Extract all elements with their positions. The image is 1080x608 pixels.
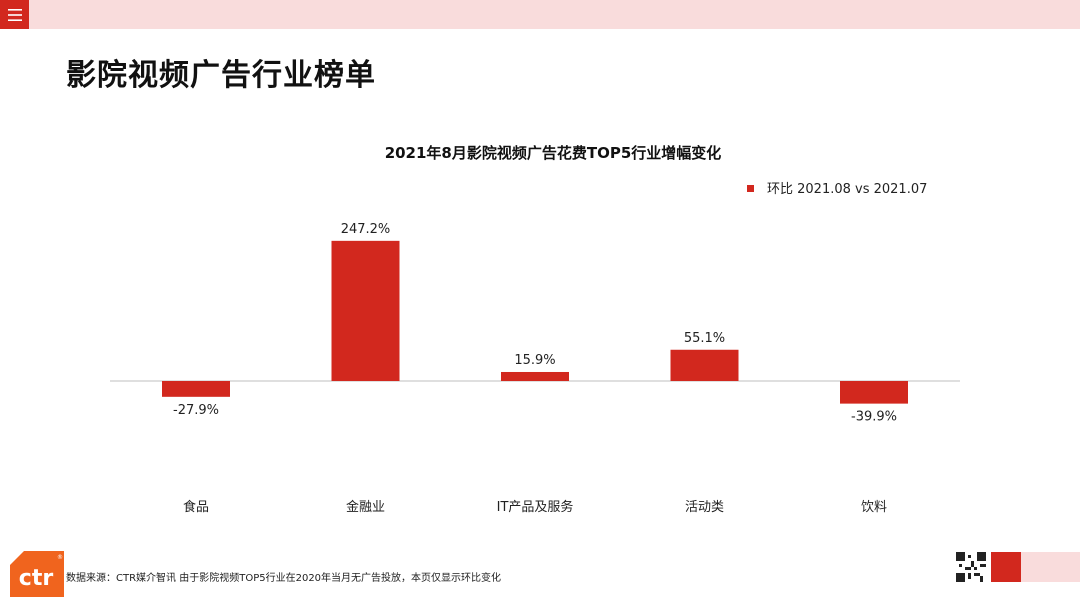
- category-label-0: 食品: [183, 499, 209, 515]
- logo-text: ctr: [19, 566, 54, 591]
- page-title: 影院视频广告行业榜单: [66, 58, 376, 93]
- data-label-3: 55.1%: [684, 331, 725, 346]
- footer-accent-block: [991, 552, 1021, 582]
- footnote: 数据来源：CTR媒介智讯 由于影院视频TOP5行业在2020年当月无广告投放，本…: [66, 573, 502, 584]
- top-bar: [0, 0, 1080, 29]
- category-label-3: 活动类: [685, 500, 724, 515]
- bar-1: [331, 240, 400, 381]
- bar-3: [670, 349, 739, 381]
- menu-icon: [7, 8, 22, 21]
- category-label-4: 饮料: [861, 500, 887, 515]
- data-label-4: -39.9%: [851, 410, 897, 425]
- data-label-2: 15.9%: [514, 353, 555, 368]
- qr-code-icon: [956, 552, 986, 582]
- legend-label: 环比 2021.08 vs 2021.07: [767, 182, 927, 197]
- ctr-logo: ctr ®: [10, 551, 64, 597]
- bar-2: [501, 371, 569, 381]
- data-label-0: -27.9%: [173, 403, 219, 418]
- bar-0: [162, 381, 230, 397]
- bar-4: [840, 381, 908, 404]
- category-label-1: 金融业: [346, 499, 385, 515]
- data-label-1: 247.2%: [341, 222, 391, 237]
- chart-title: 2021年8月影院视频广告花费TOP5行业增幅变化: [385, 144, 722, 162]
- footer-pink-block: [1021, 552, 1080, 582]
- menu-button[interactable]: [0, 0, 29, 29]
- category-label-2: IT产品及服务: [497, 499, 574, 515]
- logo-mark: ®: [57, 554, 63, 561]
- legend-swatch: [747, 185, 754, 192]
